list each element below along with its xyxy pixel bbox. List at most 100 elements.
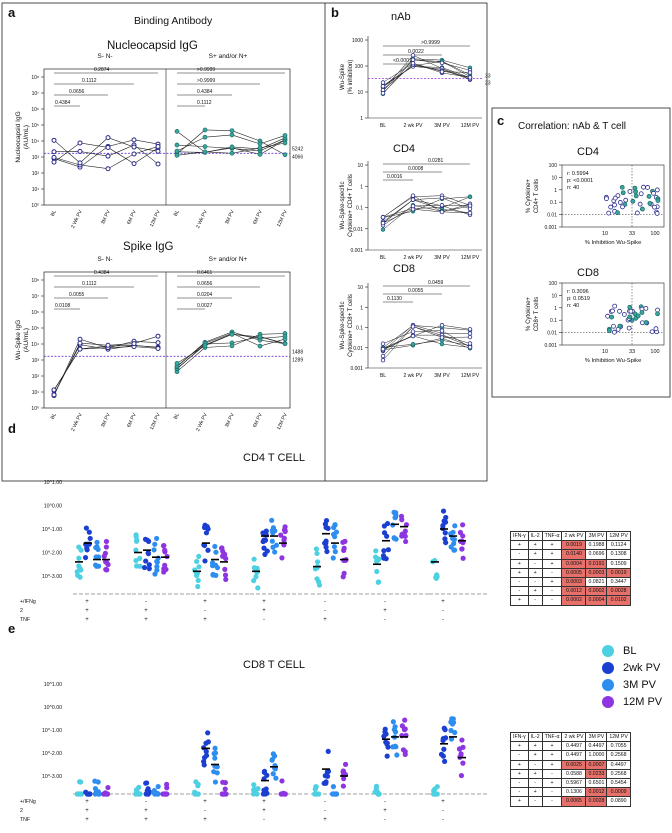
correlation-point [608,204,614,210]
y-tick-label: 0.01 [547,331,557,337]
correlation-plot-frame [561,282,665,346]
table-cell: 0.0821 [585,576,608,588]
combo-sign: + [203,817,207,823]
y-tick-label: 0.001 [350,248,363,254]
y-tick-label: 10 [551,293,557,299]
y-tick-label: 1 [554,306,557,312]
table-cell: 0.0696 [585,549,608,560]
subject-point-snn [155,346,161,352]
y-axis-label-2: Cytokine+ CD8+ T cells [348,294,354,357]
y-tick-label: 10⁸ [31,278,39,284]
dot-12m-pv [402,528,408,534]
subject-point-spn [282,336,288,342]
dot-3m-pv [330,555,336,561]
correlation-point [641,184,646,190]
p-value-label: >0.9999 [421,40,440,46]
subject-line [382,203,471,224]
dot-3m-pv [450,529,456,535]
x-tick-label: 2 Wk PV [195,209,209,230]
dot-3m-pv [330,784,337,790]
table-cell: 0.1988 [585,540,608,551]
table-cell: + [527,750,543,761]
dot-2wk-pv [205,730,211,736]
dot-3m-pv [391,535,397,541]
subject-line [382,324,471,350]
subject-point-snn [155,340,161,346]
table-header-cell: IFN-γ [510,731,529,743]
dot-bl [251,578,257,584]
dot-3m-pv [154,790,160,796]
dot-bl [193,779,199,785]
dot-3m-pv [270,525,277,531]
dot-12m-pv [341,570,347,576]
dot-bl [313,546,320,552]
table-cell: + [510,540,529,551]
dot-bl [255,585,261,591]
dot-12m-pv [340,539,346,545]
correlation-point [626,325,632,331]
dot-3m-pv [452,523,458,529]
dot-12m-pv [460,522,466,528]
subject-point [410,53,416,58]
table-cell: + [510,558,529,569]
dot-2wk-pv [442,536,448,542]
table-cell: 0.4497 [561,741,587,752]
correlation-plot-frame [561,164,665,228]
correlation-point [621,312,627,317]
table-cell: 0.4497 [606,759,631,770]
dot-12m-pv [340,769,347,775]
x-tick-label: 6M PV [126,412,138,429]
dot-2wk-pv [381,530,388,536]
dot-12m-pv [458,772,465,779]
dot-bl [312,566,318,572]
x-tick-label: 3M PV [224,209,236,226]
dot-3m-pv [211,769,217,775]
subject-point [380,80,386,85]
dot-3m-pv [152,571,158,577]
y-tick-label: 10 [357,285,363,291]
p-value-label: 0.1130 [387,296,402,302]
subject-point [467,75,473,80]
dot-2wk-pv [82,554,89,561]
combo-sign: - [204,808,206,814]
x-tick-label: 3M PV [100,209,112,226]
subject-point [380,220,386,226]
table-cell: - [541,796,563,807]
dot-bl [253,574,259,580]
dot-12m-pv [104,567,110,573]
y-tick-label: 10³ [32,358,40,364]
subject-line [382,66,471,86]
x-tick-label: 2 Wk PV [70,412,84,433]
dot-3m-pv [273,775,279,781]
table-cell: + [510,595,529,606]
dot-bl [373,548,379,554]
panel-d-title: CD4 T CELL [243,452,305,464]
dot-3m-pv [332,522,338,528]
combo-sign: + [203,599,207,605]
threshold-label-lower: 4066 [292,154,303,160]
table-cell: + [510,759,529,770]
subject-point [380,215,386,220]
combo-row-label: +/IFNg [20,799,36,805]
dot-2wk-pv [323,538,329,544]
group-label-left: S- N- [97,53,112,60]
subject-point [467,206,473,212]
table-cell: - [510,777,529,789]
p-value-label: 0.6461 [197,270,213,276]
x-tick-label: 33 [629,231,635,237]
panel-c-cd4: CD4 [577,146,599,158]
table-cell: 0.0009 [606,787,631,798]
subject-line-snn [53,344,159,391]
subject-point [380,353,386,359]
correlation-point [638,191,644,197]
dot-2wk-pv [87,791,93,797]
table-cell: 0.0002 [585,586,608,597]
dot-2wk-pv [83,789,89,795]
subject-line [382,59,471,92]
y-axis-label-2: (% inhibition) [348,60,354,95]
combo-sign: - [263,617,265,623]
combo-sign: + [85,617,89,623]
y-axis-label: Wu-Spike IgG [15,320,22,360]
dot-12m-pv [342,557,349,563]
dot-bl [195,577,201,584]
